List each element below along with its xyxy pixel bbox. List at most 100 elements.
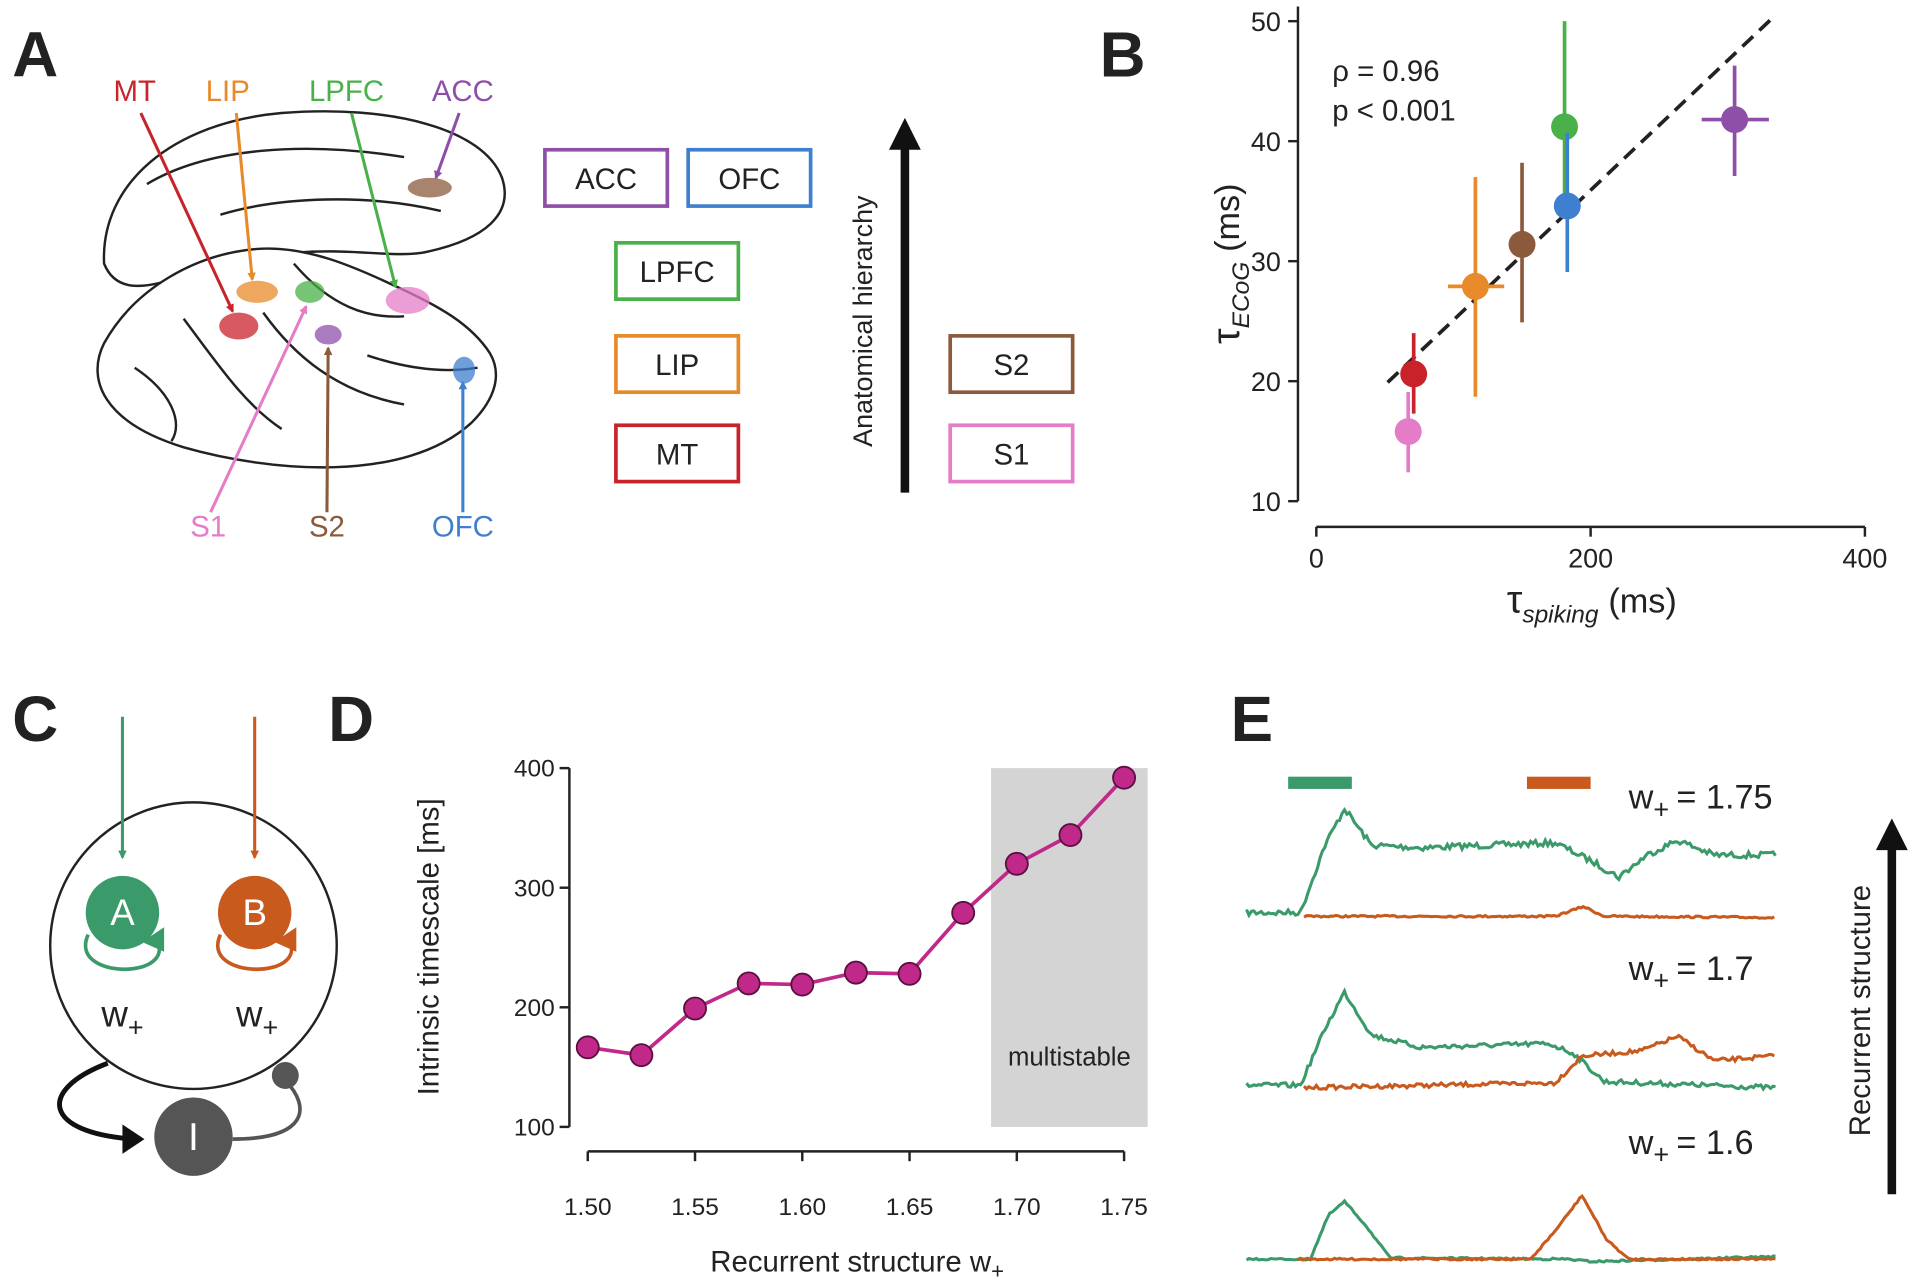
condition-label: w+ = 1.6 [1628, 1124, 1754, 1170]
node [85, 875, 160, 950]
x-tick-label: 1.55 [671, 1194, 719, 1221]
condition-label-part: w [1628, 950, 1654, 988]
region-arrow [349, 112, 398, 289]
condition-label-part: = 1.75 [1676, 779, 1772, 817]
y-tick-label: 50 [1251, 7, 1281, 37]
data-point [1112, 765, 1137, 790]
condition-label-part: + [1653, 966, 1669, 996]
panel-label: B [1100, 19, 1146, 90]
brain-region [236, 280, 278, 303]
y-tick-label: 400 [514, 756, 555, 783]
excitatory-path [57, 1060, 135, 1142]
fit-line [1386, 17, 1773, 384]
condition-label-part: + [1653, 1140, 1669, 1170]
data-point [951, 900, 976, 925]
condition-label-part: w [1628, 779, 1654, 817]
weight-label-part: w [235, 993, 263, 1034]
region-label: OFC [432, 511, 494, 544]
point [1508, 230, 1536, 258]
hierarchy-label: Anatomical hierarchy [848, 195, 878, 447]
panel-label: C [12, 684, 58, 755]
shaded-label: multistable [1008, 1044, 1131, 1072]
brain-region [295, 280, 325, 303]
y-tick-label: 300 [514, 875, 555, 902]
brain-region [407, 177, 452, 198]
x-tick-label: 400 [1842, 543, 1887, 573]
region-box [614, 334, 741, 395]
node-label: I [188, 1116, 199, 1159]
x-tick-label: 200 [1568, 543, 1613, 573]
region-arrow [234, 112, 256, 282]
brain-region [385, 286, 430, 314]
brain-region [453, 356, 476, 384]
x-axis-label-part: τ [1507, 579, 1523, 622]
brain-region [314, 324, 342, 345]
region-box-label: S1 [993, 438, 1029, 471]
region-arrow [434, 112, 461, 180]
data-point [683, 996, 707, 1021]
region-label: MT [113, 75, 155, 108]
node [154, 1097, 233, 1176]
node-label: B [242, 892, 267, 933]
activity-trace [1303, 904, 1775, 920]
point [1553, 192, 1581, 220]
region-label: ACC [432, 75, 494, 108]
data-point [1004, 851, 1029, 876]
point [1551, 113, 1579, 141]
data-point [575, 1035, 600, 1060]
y-tick-label: 40 [1251, 127, 1281, 157]
annotation: ρ = 0.96 [1332, 55, 1439, 88]
condition-label: w+ = 1.75 [1628, 779, 1773, 825]
structure-label: Recurrent structure [1844, 885, 1877, 1136]
x-axis-label: Recurrent structure w+ [710, 1245, 1004, 1283]
brain-region [219, 312, 259, 340]
point [1400, 360, 1428, 388]
region-label: LPFC [309, 75, 384, 108]
y-tick-label: 100 [514, 1114, 555, 1141]
x-axis-label-part: Recurrent structure w [710, 1245, 992, 1278]
point [1721, 106, 1749, 134]
y-axis-label-part: ECoG [1228, 262, 1255, 329]
condition-label-part: = 1.7 [1676, 950, 1753, 988]
weight-label: w+ [100, 993, 143, 1042]
weight-label-part: w [100, 993, 128, 1034]
region-box [543, 147, 670, 208]
x-tick-label: 1.70 [993, 1194, 1041, 1221]
stimulus-bar [1288, 776, 1352, 789]
point [1461, 272, 1489, 300]
region-label: S2 [309, 511, 345, 544]
self-loop-head [274, 927, 297, 952]
region-arrow [323, 346, 333, 513]
hierarchy-arrowhead [888, 117, 921, 150]
activity-trace [1302, 1033, 1776, 1092]
data-point [736, 971, 761, 996]
region-box-label: ACC [575, 163, 637, 196]
region-label: S1 [190, 511, 226, 544]
weight-label-part: + [263, 1012, 279, 1042]
data-point [790, 972, 815, 997]
weight-label-part: + [128, 1012, 144, 1042]
population-circle [48, 801, 338, 1091]
region-arrow [139, 112, 235, 313]
region-box-label: LIP [655, 349, 699, 382]
region-box-label: S2 [993, 349, 1029, 382]
figure-content: A B C D E MT LIP LPFC ACC S1 S2 OFC ACC LPFC OFC LIP MT S… [12, 6, 1908, 1284]
data-point [1058, 823, 1083, 848]
node [217, 875, 292, 950]
self-loop [216, 933, 294, 972]
panel-label: A [12, 19, 58, 90]
y-axis-label: τECoG (ms) [1205, 183, 1255, 343]
weight-label: w+ [235, 993, 278, 1042]
region-box-label: MT [656, 438, 698, 471]
data-point [843, 960, 868, 985]
x-axis-label: τspiking (ms) [1507, 579, 1677, 629]
y-tick-label: 30 [1251, 247, 1281, 277]
annotation: p < 0.001 [1332, 94, 1455, 127]
self-loop [83, 933, 162, 972]
point [1394, 418, 1422, 446]
condition-label-part: w [1628, 1124, 1654, 1162]
x-tick-label: 1.65 [886, 1194, 934, 1221]
data-point [897, 961, 922, 986]
